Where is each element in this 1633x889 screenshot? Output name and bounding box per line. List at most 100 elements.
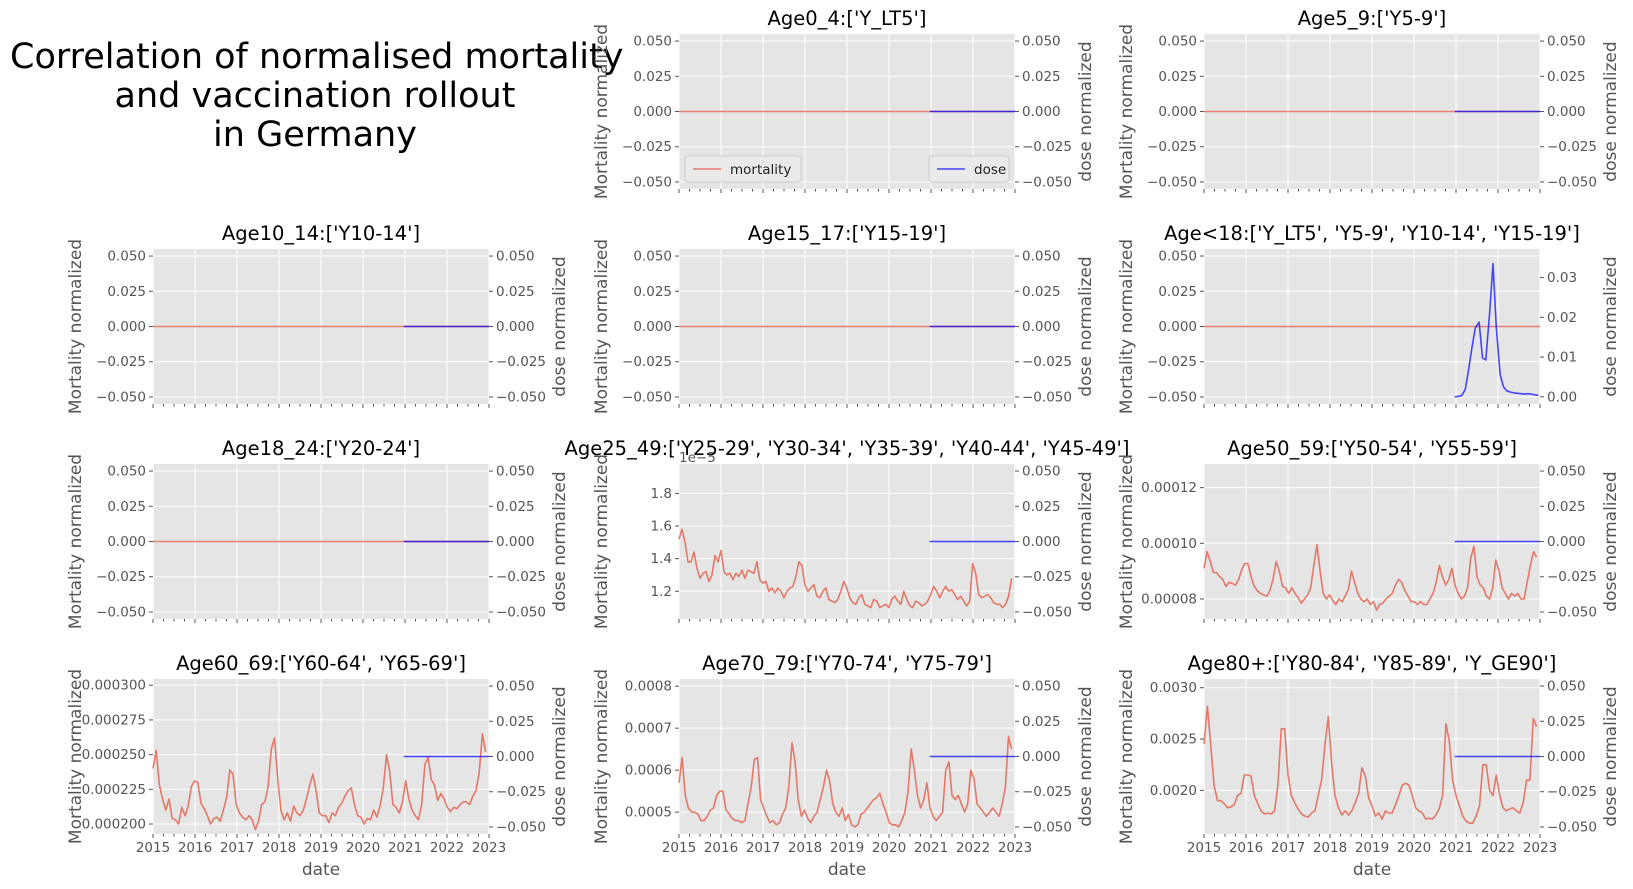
y-tick-label: 0.00008 (1141, 591, 1197, 607)
y-tick-label: 0.00010 (1141, 536, 1197, 552)
y2-tick-label: −0.050 (496, 604, 546, 620)
x-tick-label: 2022 (1481, 840, 1515, 856)
x-axis-label: date (828, 860, 866, 880)
y2-tick-label: 0.050 (496, 679, 535, 695)
y2-axis-label: dose normalized (1076, 41, 1096, 181)
y-tick-label: −0.025 (1147, 139, 1197, 155)
y2-tick-label: 0.000 (1022, 749, 1061, 765)
x-axis-label: date (302, 860, 340, 880)
y-tick-label: 0.0030 (1150, 680, 1197, 696)
y-tick-label: 0.025 (633, 284, 672, 300)
y-tick-label: 0.050 (633, 249, 672, 265)
y2-axis-label: dose normalized (1601, 41, 1621, 181)
y-tick-label: 0.000225 (82, 782, 146, 798)
x-tick-label: 2021 (388, 840, 422, 856)
y2-tick-label: 0.050 (1547, 34, 1586, 50)
y-tick-label: 0.025 (633, 69, 672, 85)
figure-title: Correlation of normalised mortality and … (10, 37, 624, 155)
x-tick-label: 2016 (1229, 840, 1263, 856)
x-tick-label: 2016 (178, 840, 212, 856)
chart-title: Age18_24:['Y20-24'] (222, 437, 420, 460)
chart-panel: 0.0008 0.0007 0.0006 0.0005 0.050 0.025 0.000 −… (592, 652, 1096, 880)
y2-tick-label: 0.000 (496, 749, 535, 765)
y2-tick-label: −0.050 (1022, 604, 1072, 620)
y-tick-label: 0.000 (107, 534, 146, 550)
y2-tick-label: 0.025 (496, 499, 535, 515)
y-tick-label: −0.025 (1147, 354, 1197, 370)
legend-mortality: mortality (684, 155, 802, 183)
y2-tick-label: 0.050 (1022, 679, 1061, 695)
y2-axis-label: dose normalized (550, 471, 570, 611)
y-axis-label: Mortality normalized (66, 239, 86, 414)
y-tick-label: 0.0020 (1150, 783, 1197, 799)
x-tick-label: 2022 (956, 840, 990, 856)
y-tick-label: 0.0008 (625, 679, 672, 695)
y2-tick-label: 0.000 (496, 319, 535, 335)
y2-axis-label: dose normalized (1601, 686, 1621, 826)
chart-title: Age50_59:['Y50-54', 'Y55-59'] (1227, 437, 1517, 460)
y2-tick-label: 0.03 (1547, 270, 1577, 286)
y-tick-label: 0.0025 (1150, 732, 1197, 748)
chart-title: Age10_14:['Y10-14'] (222, 222, 420, 245)
y2-tick-label: 0.025 (496, 714, 535, 730)
y2-tick-label: −0.025 (1547, 569, 1597, 585)
y2-tick-label: −0.025 (1547, 139, 1597, 155)
y2-tick-label: −0.050 (1022, 389, 1072, 405)
y2-tick-label: 0.025 (1022, 69, 1061, 85)
x-tick-label: 2018 (788, 840, 822, 856)
y-tick-label: −0.025 (96, 354, 146, 370)
mortality-line (152, 732, 487, 831)
chart-title: Age70_79:['Y70-74', 'Y75-79'] (702, 652, 992, 675)
y-tick-label: 0.000 (633, 319, 672, 335)
chart-panel: 0.0030 0.0025 0.0020 0.050 0.025 0.000 −0.025 −… (1117, 652, 1621, 880)
x-tick-label: 2019 (304, 840, 338, 856)
y2-axis-label: dose normalized (1601, 256, 1621, 396)
y2-tick-label: 0.025 (1547, 69, 1586, 85)
y2-tick-label: 0.02 (1547, 310, 1577, 326)
y-axis-label: Mortality normalized (592, 454, 612, 629)
y2-tick-label: 0.050 (1022, 464, 1061, 480)
y2-tick-label: 0.025 (1022, 499, 1061, 515)
chart-panel: 0.050 0.025 0.000 −0.025 −0.050 0.050 0.025 0.0… (66, 222, 570, 414)
y2-tick-label: −0.050 (496, 389, 546, 405)
y-axis-label: Mortality normalized (1117, 669, 1137, 844)
chart-title: Age60_69:['Y60-64', 'Y65-69'] (176, 652, 466, 675)
chart-panel: 1.8 1.6 1.4 1.2 0.050 0.025 0.000 −0.025 −0.050 A… (565, 437, 1130, 629)
figure-title-line-1: Correlation of normalised mortality (10, 37, 624, 77)
y-tick-label: 0.050 (107, 249, 146, 265)
chart-panel: 0.050 0.025 0.000 −0.025 −0.050 0.03 0.02 0.01 0… (1117, 222, 1621, 414)
x-tick-label: 2017 (220, 840, 254, 856)
y2-tick-label: 0.050 (1022, 249, 1061, 265)
y-tick-label: −0.025 (622, 354, 672, 370)
y2-tick-label: 0.00 (1547, 389, 1577, 405)
legend-label-mortality: mortality (730, 162, 791, 178)
y2-tick-label: 0.000 (496, 534, 535, 550)
chart-panel: 0.050 0.025 0.000 −0.025 −0.050 0.050 0.025 0.0… (66, 437, 570, 629)
y-tick-label: −0.050 (1147, 174, 1197, 190)
chart-title: Age5_9:['Y5-9'] (1298, 7, 1447, 30)
y-tick-label: −0.050 (96, 389, 146, 405)
x-tick-label: 2020 (872, 840, 906, 856)
y2-tick-label: 0.025 (1547, 499, 1586, 515)
y2-tick-label: 0.050 (496, 464, 535, 480)
figure-title-line-3: in Germany (213, 115, 417, 155)
x-tick-label: 2020 (346, 840, 380, 856)
y2-tick-label: −0.050 (1022, 819, 1072, 835)
y-tick-label: 0.050 (1158, 34, 1197, 50)
y-tick-label: 0.0007 (625, 721, 672, 737)
y-axis-label: Mortality normalized (592, 239, 612, 414)
y-tick-label: 0.000275 (82, 712, 146, 728)
y2-tick-label: −0.050 (1022, 174, 1072, 190)
y-tick-label: 0.000200 (82, 817, 146, 833)
legend-box (684, 155, 802, 183)
y2-tick-label: −0.025 (1022, 139, 1072, 155)
y-tick-label: 0.000 (107, 319, 146, 335)
x-tick-label: 2017 (1271, 840, 1305, 856)
y-tick-label: 0.050 (1158, 249, 1197, 265)
chart-title: Age<18:['Y_LT5', 'Y5-9', 'Y10-14', 'Y15-… (1164, 222, 1580, 245)
chart-panel: 0.050 0.025 0.000 −0.025 −0.050 0.050 0.025 0.0… (592, 7, 1096, 199)
y2-tick-label: 0.025 (1022, 284, 1061, 300)
y2-tick-label: 0.050 (1547, 679, 1586, 695)
y-tick-label: 0.025 (107, 499, 146, 515)
y-tick-label: −0.025 (622, 139, 672, 155)
